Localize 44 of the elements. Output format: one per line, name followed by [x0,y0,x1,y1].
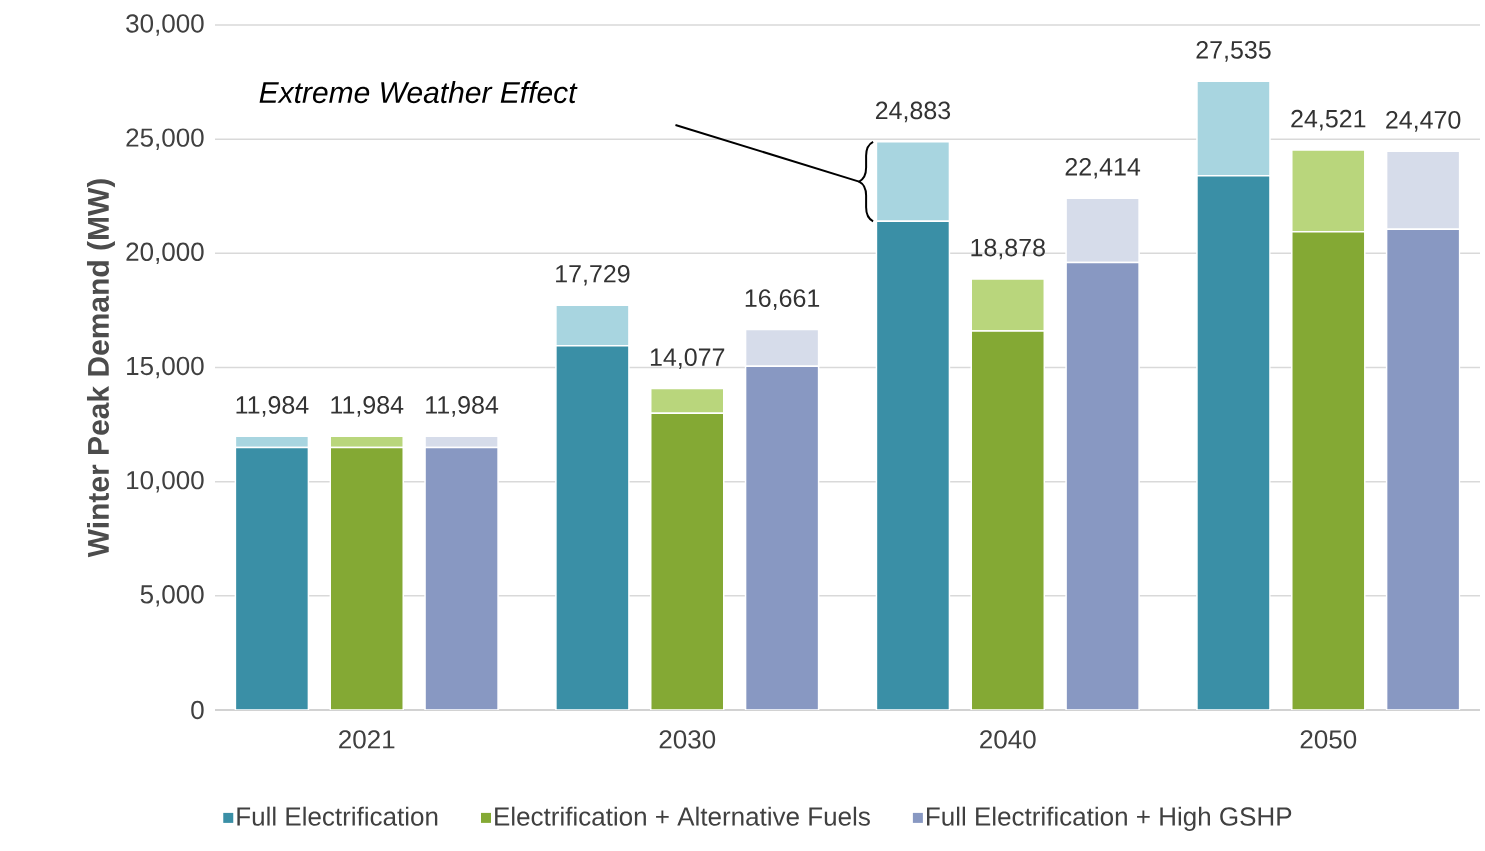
y-tick-label: 0 [191,700,204,720]
bar [970,330,1046,710]
y-tick-label: 20,000 [126,242,204,265]
total-label: 17,729 [556,264,630,286]
bar [555,345,630,710]
total-label: 14,077 [650,348,725,369]
legend-label: Full Electrification [237,806,438,826]
y-tick-label: 5,000 [140,585,204,607]
total-label: 16,661 [745,289,820,310]
y-tick-label: 15,000 [127,356,204,379]
total-label: 18,878 [971,238,1045,260]
bar [649,387,725,414]
total-label: 24,883 [875,101,951,123]
total-label: 27,535 [1196,41,1271,62]
total-label: 22,414 [1065,157,1141,179]
bar [1065,261,1140,710]
bar [555,304,630,347]
bar [875,220,951,710]
y-axis-title: Winter Peak Demand (MW) [86,179,115,558]
bar [970,278,1046,332]
bar [744,365,820,710]
annotation: Extreme Weather Effect [259,81,578,104]
bar [424,446,499,710]
y-tick-label: 30,000 [126,14,204,36]
x-tick-label: 2040 [980,730,1036,749]
y-tick-label: 10,000 [127,470,204,493]
total-label: 11,984 [331,396,404,417]
y-tick-label: 25,000 [126,128,204,150]
bar [1196,174,1271,710]
bar [649,412,725,710]
total-label: 11,984 [426,396,499,417]
total-label: 24,521 [1291,109,1366,131]
x-tick-label: 2030 [659,730,716,749]
bar [234,446,310,710]
bar [744,328,820,368]
bar [1291,230,1366,710]
bar [329,446,404,710]
total-label: 11,984 [236,396,309,417]
bar [1385,228,1461,710]
legend-label: Electrification + Alternative Fuels [495,806,870,826]
x-tick-label: 2050 [1300,730,1357,749]
x-tick-label: 2021 [339,730,395,749]
legend-label: Full Electrification + High GSHP [927,806,1292,831]
total-label: 24,470 [1386,110,1461,132]
